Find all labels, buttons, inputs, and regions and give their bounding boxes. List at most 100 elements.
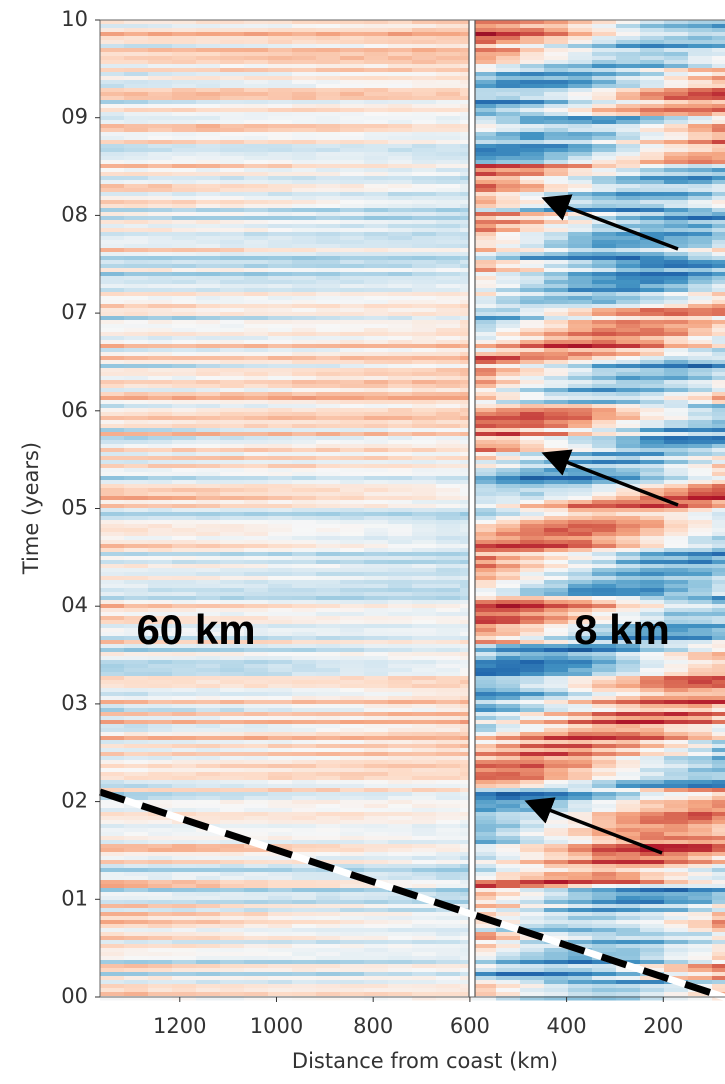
heatmap-cell <box>292 388 317 393</box>
heatmap-cell <box>664 396 689 401</box>
heatmap-cell <box>220 404 245 409</box>
heatmap-cell <box>544 96 569 101</box>
heatmap-cell <box>712 400 725 405</box>
heatmap-cell <box>148 324 173 329</box>
heatmap-cell <box>268 608 293 613</box>
heatmap-cell <box>544 148 569 153</box>
heatmap-cell <box>664 512 689 517</box>
heatmap-cell <box>544 624 569 629</box>
heatmap-cell <box>436 220 461 225</box>
heatmap-cell <box>436 448 461 453</box>
heatmap-cell <box>640 348 665 353</box>
heatmap-cell <box>220 188 245 193</box>
heatmap-cell <box>148 560 173 565</box>
heatmap-cell <box>124 244 149 249</box>
heatmap-cell <box>496 224 521 229</box>
heatmap-cell <box>316 160 341 165</box>
heatmap-cell <box>148 700 173 705</box>
heatmap-cell <box>340 220 365 225</box>
heatmap-cell <box>244 344 269 349</box>
heatmap-cell <box>472 668 497 673</box>
heatmap-cell <box>436 700 461 705</box>
heatmap-cell <box>172 384 197 389</box>
heatmap-cell <box>664 112 689 117</box>
heatmap-cell <box>544 716 569 721</box>
heatmap-cell <box>220 36 245 41</box>
heatmap-cell <box>100 24 125 29</box>
heatmap-cell <box>316 380 341 385</box>
heatmap-cell <box>712 516 725 521</box>
heatmap-cell <box>340 232 365 237</box>
heatmap-cell <box>412 680 437 685</box>
heatmap-cell <box>616 356 641 361</box>
heatmap-cell <box>100 184 125 189</box>
heatmap-cell <box>340 516 365 521</box>
heatmap-cell <box>712 548 725 553</box>
heatmap-cell <box>220 332 245 337</box>
heatmap-cell <box>616 288 641 293</box>
heatmap-cell <box>544 404 569 409</box>
heatmap-cell <box>472 236 497 241</box>
heatmap-cell <box>388 588 413 593</box>
heatmap-cell <box>616 176 641 181</box>
heatmap-cell <box>664 28 689 33</box>
heatmap-cell <box>316 208 341 213</box>
heatmap-cell <box>340 28 365 33</box>
heatmap-cell <box>616 152 641 157</box>
heatmap-cell <box>100 28 125 33</box>
heatmap-cell <box>316 536 341 541</box>
heatmap-cell <box>436 56 461 61</box>
heatmap-cell <box>640 712 665 717</box>
heatmap-cell <box>388 416 413 421</box>
heatmap-cell <box>316 128 341 133</box>
heatmap-cell <box>544 152 569 157</box>
heatmap-cell <box>148 256 173 261</box>
heatmap-cell <box>244 460 269 465</box>
heatmap-cell <box>124 140 149 145</box>
heatmap-cell <box>148 596 173 601</box>
heatmap-cell <box>388 484 413 489</box>
heatmap-cell <box>616 208 641 213</box>
heatmap-cell <box>472 468 497 473</box>
heatmap-cell <box>220 92 245 97</box>
heatmap-cell <box>364 428 389 433</box>
heatmap-cell <box>148 280 173 285</box>
heatmap-cell <box>244 112 269 117</box>
heatmap-cell <box>292 504 317 509</box>
heatmap-cell <box>196 356 221 361</box>
heatmap-cell <box>316 336 341 341</box>
heatmap-cell <box>664 688 689 693</box>
heatmap-cell <box>220 656 245 661</box>
heatmap-cell <box>196 688 221 693</box>
heatmap-cell <box>412 308 437 313</box>
heatmap-cell <box>640 228 665 233</box>
heatmap-cell <box>316 388 341 393</box>
heatmap-cell <box>196 244 221 249</box>
heatmap-cell <box>292 352 317 357</box>
heatmap-cell <box>496 84 521 89</box>
heatmap-cell <box>544 380 569 385</box>
heatmap-cell <box>460 608 473 613</box>
heatmap-cell <box>436 632 461 637</box>
heatmap-cell <box>544 176 569 181</box>
heatmap-cell <box>592 404 617 409</box>
heatmap-cell <box>568 92 593 97</box>
heatmap-cell <box>436 696 461 701</box>
heatmap-cell <box>244 716 269 721</box>
heatmap-cell <box>664 328 689 333</box>
heatmap-cell <box>616 232 641 237</box>
heatmap-cell <box>640 552 665 557</box>
heatmap-cell <box>388 376 413 381</box>
heatmap-cell <box>712 520 725 525</box>
heatmap-cell <box>712 116 725 121</box>
heatmap-cell <box>412 216 437 221</box>
heatmap-cell <box>664 744 689 749</box>
heatmap-cell <box>688 404 713 409</box>
heatmap-cell <box>244 352 269 357</box>
heatmap-cell <box>664 624 689 629</box>
heatmap-cell <box>268 164 293 169</box>
heatmap-cell <box>568 296 593 301</box>
heatmap-cell <box>712 556 725 561</box>
heatmap-cell <box>568 444 593 449</box>
heatmap-cell <box>460 296 473 301</box>
